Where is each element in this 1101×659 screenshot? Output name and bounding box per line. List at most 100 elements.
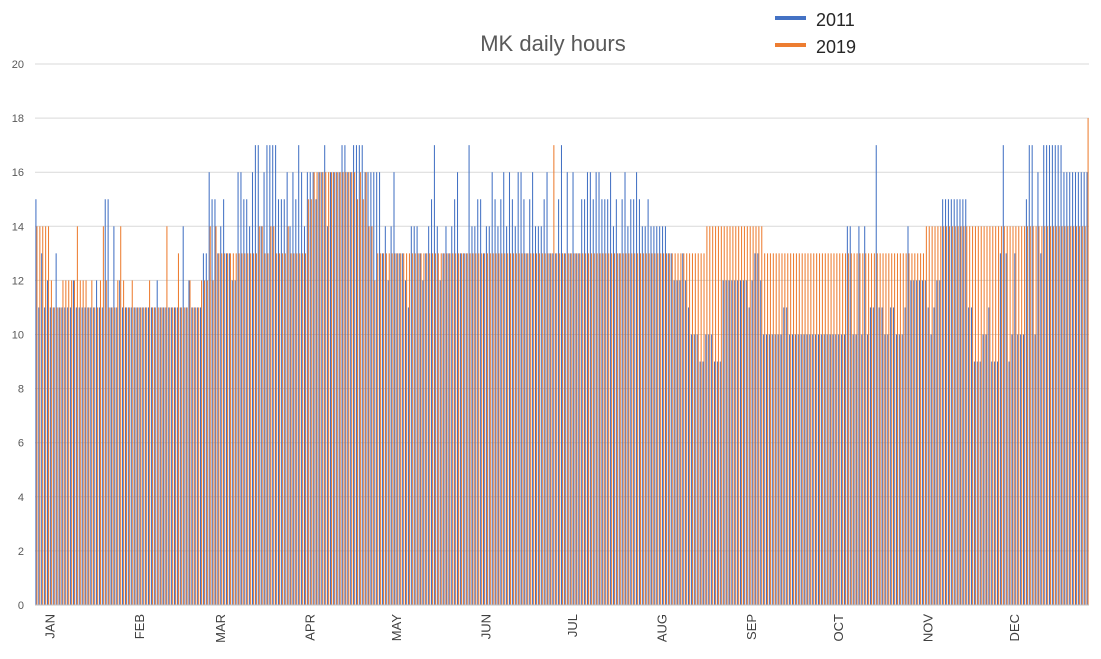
bar-2011-day-49 — [174, 307, 176, 605]
bar-2011-day-166 — [511, 199, 513, 605]
bar-2011-day-339 — [1011, 334, 1013, 605]
bar-2011-day-74 — [246, 199, 248, 605]
bar-2019-day-335 — [1000, 226, 1002, 606]
bar-2011-day-220 — [667, 253, 669, 605]
bar-2019-day-87 — [284, 253, 286, 605]
bar-2019-day-161 — [498, 253, 500, 605]
bar-2011-day-161 — [497, 226, 499, 606]
bar-2019-day-108 — [345, 172, 347, 605]
bar-2011-day-328 — [979, 361, 981, 605]
bar-2019-day-343 — [1024, 226, 1026, 606]
bar-2011-day-66 — [223, 199, 225, 605]
bar-2011-day-165 — [508, 172, 511, 605]
bar-2019-day-314 — [940, 226, 942, 606]
bar-2011-day-163 — [503, 172, 505, 605]
bar-2011-day-131 — [410, 226, 412, 606]
bar-2019-day-188 — [576, 253, 578, 605]
bar-2019-day-212 — [645, 253, 647, 605]
bar-2019-day-170 — [524, 253, 526, 605]
bar-2019-day-227 — [689, 253, 691, 605]
bar-2019-day-252 — [761, 226, 763, 606]
bar-2011-day-30 — [119, 280, 121, 605]
bar-2011-day-125 — [393, 172, 395, 605]
bar-2011-day-230 — [696, 334, 698, 605]
bar-2011-day-282 — [846, 226, 848, 606]
bar-2019-day-118 — [374, 280, 376, 605]
y-tick-label: 4 — [18, 492, 24, 504]
month-label-dec: DEC — [1007, 614, 1022, 641]
bar-2019-day-5 — [47, 226, 50, 606]
bar-2019-day-309 — [925, 226, 927, 606]
bar-2011-day-22 — [96, 280, 98, 605]
bar-2019-day-3 — [42, 226, 44, 606]
bar-2019-day-70 — [235, 253, 237, 605]
bar-2011-day-309 — [924, 280, 926, 605]
bar-2019-day-215 — [654, 253, 656, 605]
bar-2011-day-101 — [324, 145, 326, 605]
bar-2019-day-41 — [151, 307, 153, 605]
bar-2011-day-162 — [500, 199, 502, 605]
bar-2011-day-168 — [517, 172, 519, 605]
bar-2011-day-97 — [312, 172, 314, 605]
bar-2011-day-77 — [254, 145, 256, 605]
bar-2011-day-13 — [70, 307, 72, 605]
bar-2011-day-48 — [171, 307, 173, 605]
bar-2019-day-42 — [154, 307, 156, 605]
bar-2011-day-99 — [318, 172, 320, 605]
bar-2019-day-29 — [117, 280, 119, 605]
bar-2011-day-106 — [338, 172, 340, 605]
bar-2011-day-17 — [81, 307, 83, 605]
bar-2019-day-168 — [518, 253, 520, 605]
bar-2011-day-172 — [529, 199, 531, 605]
bar-2011-day-209 — [636, 172, 638, 605]
bar-2019-day-293 — [879, 253, 881, 605]
bar-2011-day-306 — [916, 280, 918, 605]
bar-2011-day-179 — [549, 253, 551, 605]
bar-2019-day-77 — [255, 253, 257, 605]
bar-2019-day-339 — [1012, 226, 1014, 606]
bar-2011-day-345 — [1028, 145, 1030, 605]
bar-2011-day-331 — [988, 307, 990, 605]
bar-2019-day-137 — [429, 253, 431, 605]
bar-2011-day-75 — [249, 226, 251, 606]
legend: 2011 2019 — [775, 10, 856, 57]
bar-2011-day-86 — [280, 199, 282, 605]
bar-2011-day-355 — [1057, 145, 1059, 605]
bar-2011-day-293 — [878, 307, 880, 605]
month-label-may: MAY — [389, 614, 404, 642]
bar-2011-day-170 — [523, 199, 525, 605]
bar-2011-day-133 — [416, 226, 418, 606]
bar-2019-day-269 — [810, 253, 812, 605]
bar-2019-day-239 — [723, 226, 725, 606]
bar-2019-day-342 — [1021, 226, 1023, 606]
bar-2011-day-204 — [621, 199, 623, 605]
bar-2011-day-296 — [887, 334, 889, 605]
bar-2019-day-261 — [787, 253, 789, 605]
bar-2011-day-312 — [933, 307, 935, 605]
bar-2019-day-173 — [533, 253, 535, 605]
bar-2011-day-126 — [396, 253, 398, 605]
bar-2019-day-326 — [974, 226, 976, 606]
bar-2011-day-175 — [537, 226, 539, 606]
bar-2019-day-89 — [290, 253, 292, 605]
bar-2011-day-141 — [439, 280, 441, 605]
bar-2011-day-233 — [705, 334, 707, 605]
bar-2019-day-348 — [1038, 226, 1040, 606]
bar-2011-day-294 — [881, 307, 883, 605]
bar-2011-day-352 — [1048, 145, 1051, 605]
bar-2011-day-231 — [699, 361, 701, 605]
bar-2011-day-153 — [474, 226, 476, 606]
bar-2019-day-277 — [833, 253, 835, 605]
bar-2019-day-31 — [123, 280, 125, 605]
bar-2011-day-192 — [586, 172, 588, 605]
bar-2019-day-224 — [680, 253, 682, 605]
bar-2011-day-173 — [532, 172, 534, 605]
bar-2011-day-251 — [757, 253, 759, 605]
bar-2011-day-301 — [901, 334, 903, 605]
bar-2019-day-126 — [397, 253, 399, 605]
bar-2019-day-107 — [342, 172, 344, 605]
bar-2019-day-204 — [622, 253, 624, 605]
bar-2011-day-241 — [728, 280, 730, 605]
bar-2011-day-58 — [200, 307, 202, 605]
